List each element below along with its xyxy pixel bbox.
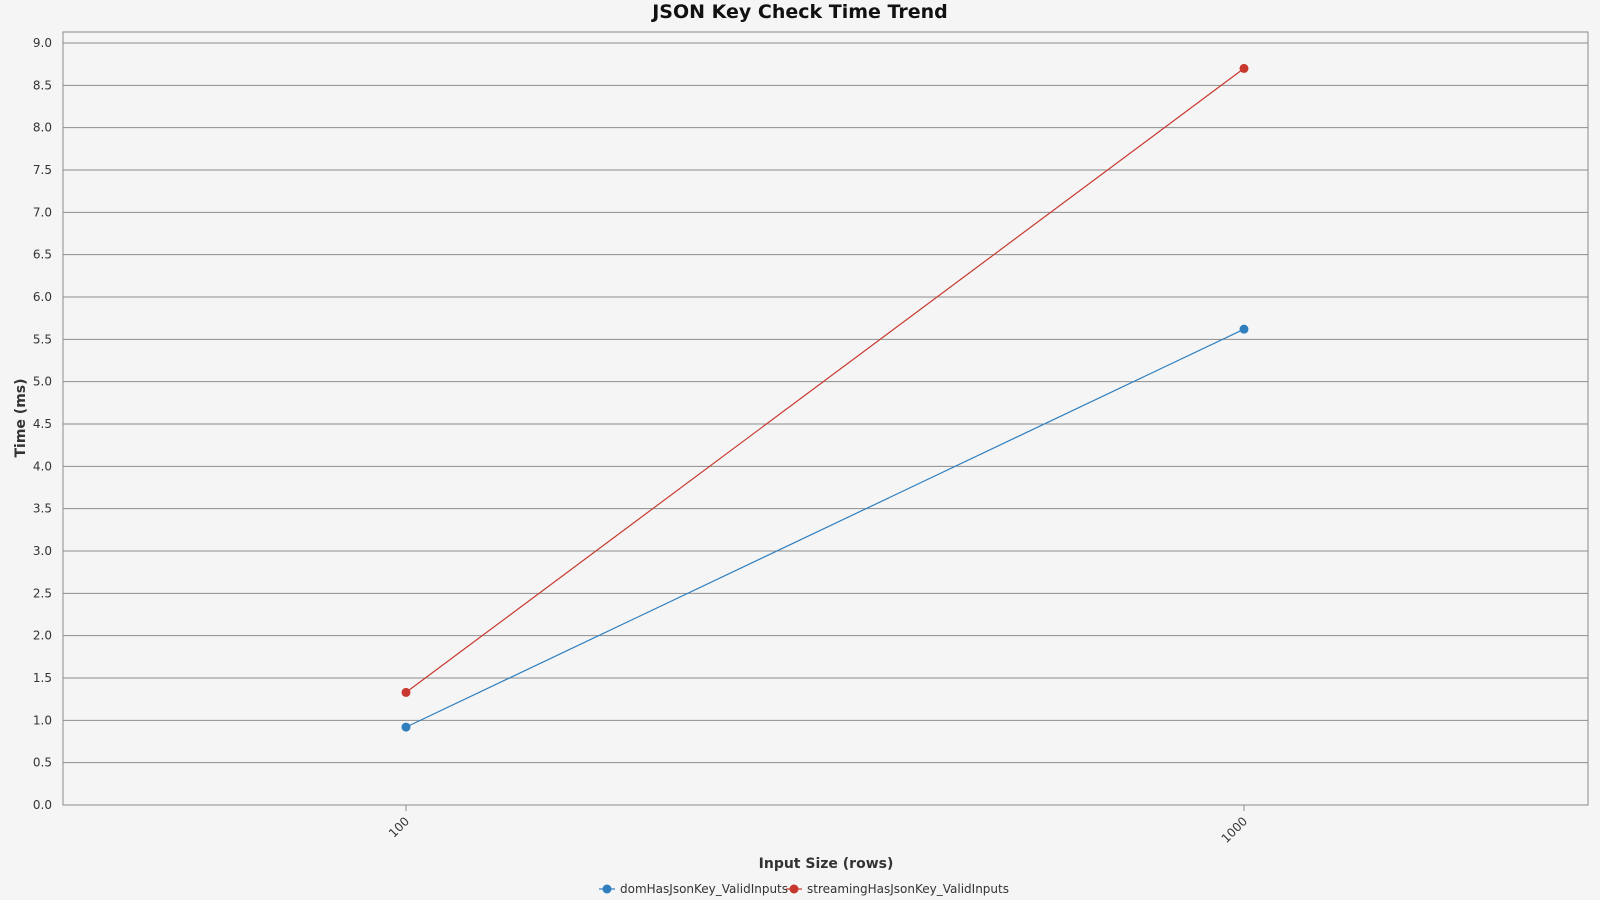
y-tick-label: 0.0	[33, 798, 52, 812]
legend: domHasJsonKey_ValidInputs streamingHasJso…	[599, 882, 1009, 896]
y-tick-label: 3.0	[33, 544, 52, 558]
chart-title: JSON Key Check Time Trend	[650, 1, 948, 23]
y-tick-label: 8.5	[33, 78, 52, 92]
y-tick-label: 5.5	[33, 332, 52, 346]
y-tick-label: 0.5	[33, 756, 52, 770]
y-tick-label: 4.5	[33, 417, 52, 431]
legend-marker	[602, 884, 612, 894]
y-tick-label: 5.0	[33, 375, 52, 389]
y-tick-label: 2.5	[33, 586, 52, 600]
y-tick-label: 6.5	[33, 248, 52, 262]
data-point	[401, 722, 411, 732]
series-line-1	[405, 328, 1245, 728]
y-tick-label: 9.0	[33, 36, 52, 50]
y-axis-ticks: 0.0 0.5 1.0 1.5 2.0 2.5 3.0 3.5 4.0 4.5 5.0 5.5 6.0 6…	[33, 36, 52, 812]
x-tick-label: 1000	[1219, 814, 1250, 845]
legend-item: streamingHasJsonKey_ValidInputs	[786, 882, 1009, 896]
data-point	[1239, 324, 1249, 334]
legend-label: domHasJsonKey_ValidInputs	[620, 882, 788, 896]
y-tick-label: 2.0	[33, 629, 52, 643]
x-tick-label: 100	[386, 814, 412, 840]
y-tick-label: 6.0	[33, 290, 52, 304]
y-tick-label: 3.5	[33, 502, 52, 516]
x-axis-title: Input Size (rows)	[759, 856, 894, 872]
x-axis-ticks: 100 1000	[386, 805, 1250, 846]
series-layer	[401, 63, 1249, 732]
grid-lines	[63, 42, 1588, 806]
legend-marker	[789, 884, 799, 894]
data-point	[1239, 63, 1249, 73]
series-line-2	[405, 67, 1245, 693]
y-tick-label: 4.0	[33, 459, 52, 473]
y-tick-label: 7.5	[33, 163, 52, 177]
legend-label: streamingHasJsonKey_ValidInputs	[807, 882, 1009, 896]
data-point	[401, 687, 411, 697]
y-tick-label: 1.0	[33, 713, 52, 727]
y-tick-label: 7.0	[33, 205, 52, 219]
plot-area	[62, 31, 1589, 806]
y-tick-label: 8.0	[33, 121, 52, 135]
legend-item: domHasJsonKey_ValidInputs	[599, 882, 788, 896]
y-tick-label: 1.5	[33, 671, 52, 685]
y-axis-title: Time (ms)	[13, 378, 29, 457]
